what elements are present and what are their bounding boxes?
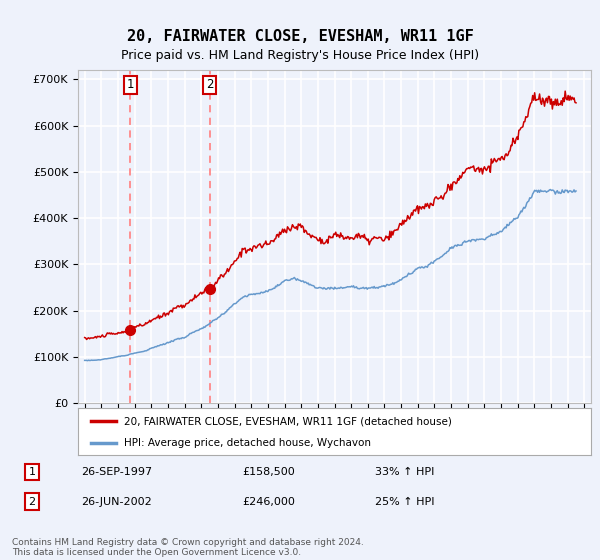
Text: HPI: Average price, detached house, Wychavon: HPI: Average price, detached house, Wych…: [124, 438, 371, 448]
Text: 26-SEP-1997: 26-SEP-1997: [81, 467, 152, 477]
Text: £158,500: £158,500: [242, 467, 295, 477]
Text: 20, FAIRWATER CLOSE, EVESHAM, WR11 1GF (detached house): 20, FAIRWATER CLOSE, EVESHAM, WR11 1GF (…: [124, 416, 452, 426]
Text: 33% ↑ HPI: 33% ↑ HPI: [375, 467, 434, 477]
Text: 26-JUN-2002: 26-JUN-2002: [81, 497, 152, 507]
Text: Contains HM Land Registry data © Crown copyright and database right 2024.
This d: Contains HM Land Registry data © Crown c…: [12, 538, 364, 557]
Text: 2: 2: [206, 78, 214, 91]
Text: 2: 2: [29, 497, 36, 507]
Text: 1: 1: [29, 467, 35, 477]
Text: £246,000: £246,000: [242, 497, 295, 507]
Text: 1: 1: [127, 78, 134, 91]
Text: 20, FAIRWATER CLOSE, EVESHAM, WR11 1GF: 20, FAIRWATER CLOSE, EVESHAM, WR11 1GF: [127, 29, 473, 44]
Text: 25% ↑ HPI: 25% ↑ HPI: [375, 497, 434, 507]
Text: Price paid vs. HM Land Registry's House Price Index (HPI): Price paid vs. HM Land Registry's House …: [121, 49, 479, 63]
